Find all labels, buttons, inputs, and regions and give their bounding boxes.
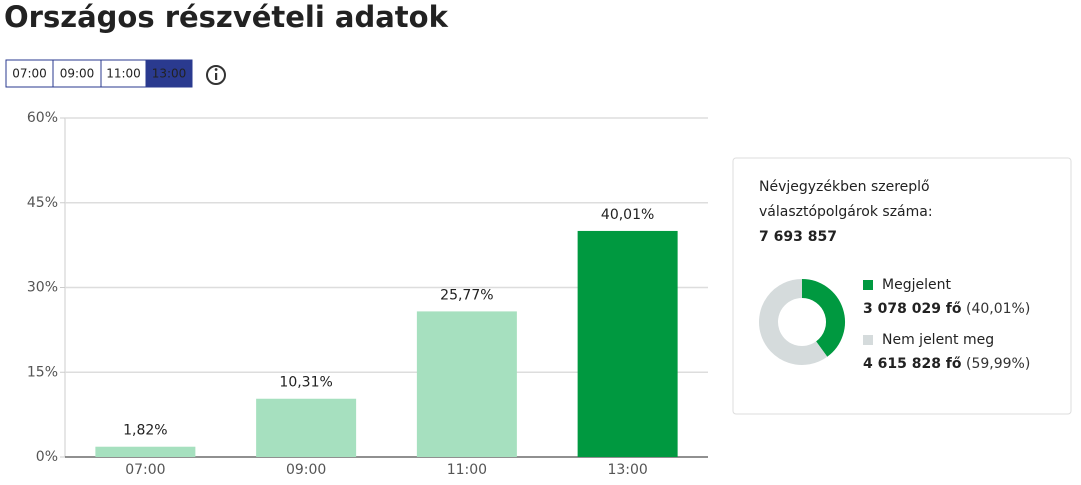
legend-swatch (863, 335, 873, 345)
value-label: 10,31% (279, 375, 332, 391)
time-button-label[interactable]: 11:00 (106, 67, 141, 81)
value-label: 40,01% (601, 207, 654, 223)
y-tick-label: 0% (36, 449, 58, 465)
panel-title-line: választópolgárok száma: (759, 204, 933, 220)
y-tick-label: 45% (27, 195, 58, 211)
y-tick-label: 60% (27, 110, 58, 126)
percent-label: (59,99%) (966, 356, 1030, 372)
value-label: 1,82% (123, 423, 167, 439)
x-tick-label: 11:00 (447, 462, 487, 478)
bar (256, 398, 357, 457)
time-button[interactable] (52, 59, 102, 88)
x-tick-label: 09:00 (286, 462, 326, 478)
percent-label: (40,01%) (966, 301, 1030, 317)
time-button[interactable] (5, 59, 54, 88)
page-title: Országos részvételi adatok (4, 0, 449, 34)
x-tick-label: 13:00 (607, 462, 647, 478)
time-button-label[interactable]: 07:00 (12, 67, 47, 81)
legend-detail: 3 078 029 fő (40,01%) (863, 301, 1030, 317)
info-icon[interactable] (206, 65, 226, 85)
bar (577, 230, 678, 457)
time-button[interactable] (145, 59, 193, 88)
panel-title: Névjegyzékben szereplő választópolgárok s… (759, 179, 933, 220)
legend-label: Nem jelent meg (882, 332, 994, 348)
legend-detail: 4 615 828 fő (59,99%) (863, 356, 1030, 372)
panel-title-line: Névjegyzékben szereplő (759, 179, 930, 195)
bar (95, 446, 196, 457)
time-button-label[interactable]: 13:00 (152, 67, 187, 81)
donut-segment (759, 279, 828, 365)
bar (416, 311, 517, 457)
legend-swatch (863, 280, 873, 290)
count-label: 3 078 029 fő (863, 301, 962, 317)
legend-label: Megjelent (882, 277, 951, 293)
value-label: 25,77% (440, 287, 493, 303)
time-button-label[interactable]: 09:00 (60, 67, 95, 81)
x-tick-label: 07:00 (125, 462, 165, 478)
y-tick-label: 30% (27, 280, 58, 296)
donut-segment (801, 279, 845, 357)
panel-total: 7 693 857 (759, 229, 837, 245)
count-label: 4 615 828 fő (863, 356, 962, 372)
y-tick-label: 15% (27, 364, 58, 380)
